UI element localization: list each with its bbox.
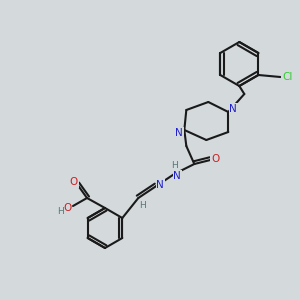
Text: O: O: [63, 203, 71, 213]
Text: N: N: [176, 128, 183, 138]
Text: N: N: [230, 104, 237, 114]
Text: Cl: Cl: [282, 72, 292, 82]
Text: N: N: [173, 171, 181, 181]
Text: O: O: [70, 177, 78, 187]
Text: N: N: [156, 180, 164, 190]
Text: H: H: [171, 161, 178, 170]
Text: H: H: [139, 202, 146, 211]
Text: H: H: [57, 208, 63, 217]
Text: O: O: [211, 154, 219, 164]
